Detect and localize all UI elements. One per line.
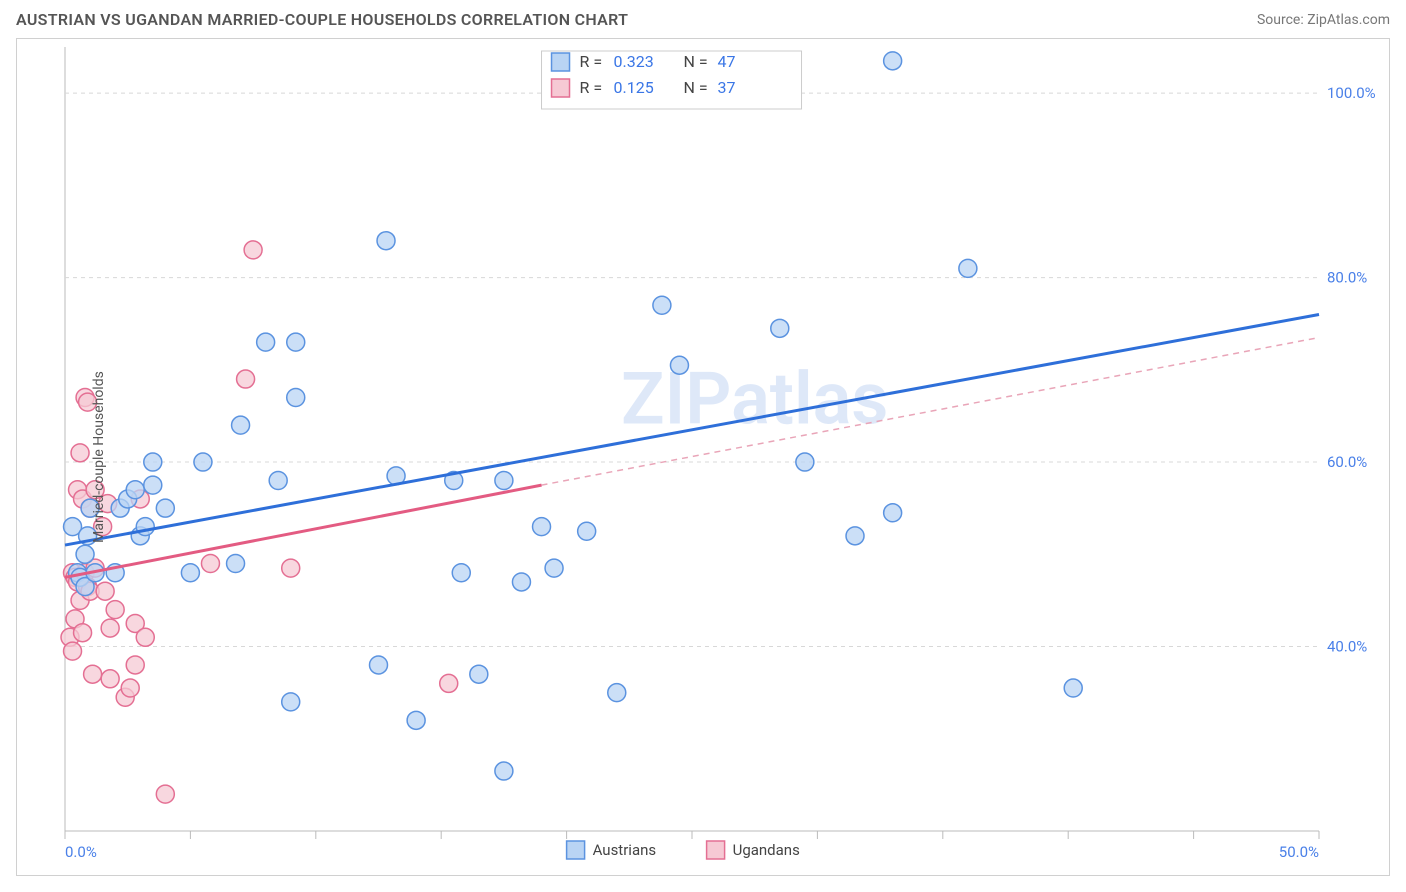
data-point	[136, 628, 154, 646]
data-point	[512, 573, 530, 591]
legend-swatch	[552, 79, 570, 97]
data-point	[440, 674, 458, 692]
y-axis-label: Married-couple Households	[91, 371, 107, 543]
legend-stat: 37	[718, 78, 736, 97]
data-point	[84, 665, 102, 683]
data-point	[533, 518, 551, 536]
data-point	[269, 472, 287, 490]
data-point	[74, 624, 92, 642]
data-point	[101, 619, 119, 637]
legend-stat: 0.323	[614, 52, 654, 71]
legend-swatch	[552, 53, 570, 71]
scatter-chart: 40.0% 60.0% 80.0% 100.0% 0.0% 50.0% ZIPatlas R …	[17, 39, 1389, 875]
data-point	[96, 582, 114, 600]
legend-stat: R =	[580, 52, 603, 71]
legend-stat: 47	[718, 52, 736, 71]
data-point	[884, 504, 902, 522]
data-point	[71, 444, 89, 462]
data-point	[287, 333, 305, 351]
source-label: Source: ZipAtlas.com	[1257, 12, 1390, 28]
data-point	[237, 370, 255, 388]
data-point	[282, 559, 300, 577]
legend-label: Ugandans	[733, 841, 800, 859]
data-point	[194, 453, 212, 471]
data-point	[106, 601, 124, 619]
legend-swatch	[567, 841, 585, 859]
data-point	[126, 656, 144, 674]
x-tick-label: 50.0%	[1279, 843, 1319, 861]
data-point	[771, 319, 789, 337]
data-point	[232, 416, 250, 434]
data-point	[201, 555, 219, 573]
data-point	[846, 527, 864, 545]
data-point	[76, 545, 94, 563]
chart-title: AUSTRIAN VS UGANDAN MARRIED-COUPLE HOUSE…	[16, 10, 628, 29]
data-point	[121, 679, 139, 697]
data-point	[452, 564, 470, 582]
data-point	[470, 665, 488, 683]
data-point	[653, 296, 671, 314]
legend-label: Austrians	[593, 841, 657, 859]
x-tick-label: 0.0%	[65, 843, 97, 861]
data-point	[282, 693, 300, 711]
data-point	[144, 476, 162, 494]
data-point	[884, 52, 902, 70]
data-point	[227, 555, 245, 573]
data-point	[1064, 679, 1082, 697]
data-point	[959, 259, 977, 277]
legend-swatch	[707, 841, 725, 859]
data-point	[670, 356, 688, 374]
watermark: ZIPatlas	[621, 356, 888, 441]
data-point	[257, 333, 275, 351]
data-point	[495, 472, 513, 490]
data-point	[608, 684, 626, 702]
data-point	[407, 711, 425, 729]
y-tick-label: 40.0%	[1327, 638, 1367, 656]
chart-container: Married-couple Households 40.0% 60.0% 80.0…	[16, 38, 1390, 876]
data-point	[126, 481, 144, 499]
legend-stat: 0.125	[614, 78, 654, 97]
data-point	[156, 499, 174, 517]
data-point	[101, 670, 119, 688]
data-point	[64, 642, 82, 660]
y-tick-label: 80.0%	[1327, 269, 1367, 287]
data-point	[370, 656, 388, 674]
data-point	[244, 241, 262, 259]
legend-stat: R =	[580, 78, 603, 97]
trend-line-austrians	[65, 314, 1319, 545]
data-point	[156, 785, 174, 803]
data-point	[287, 388, 305, 406]
legend-stat: N =	[684, 78, 708, 97]
data-point	[144, 453, 162, 471]
data-point	[181, 564, 199, 582]
y-tick-label: 60.0%	[1327, 453, 1367, 471]
data-point	[545, 559, 563, 577]
legend-stat: N =	[684, 52, 708, 71]
data-point	[796, 453, 814, 471]
data-point	[377, 232, 395, 250]
data-point	[578, 522, 596, 540]
data-point	[495, 762, 513, 780]
y-tick-label: 100.0%	[1327, 84, 1376, 102]
